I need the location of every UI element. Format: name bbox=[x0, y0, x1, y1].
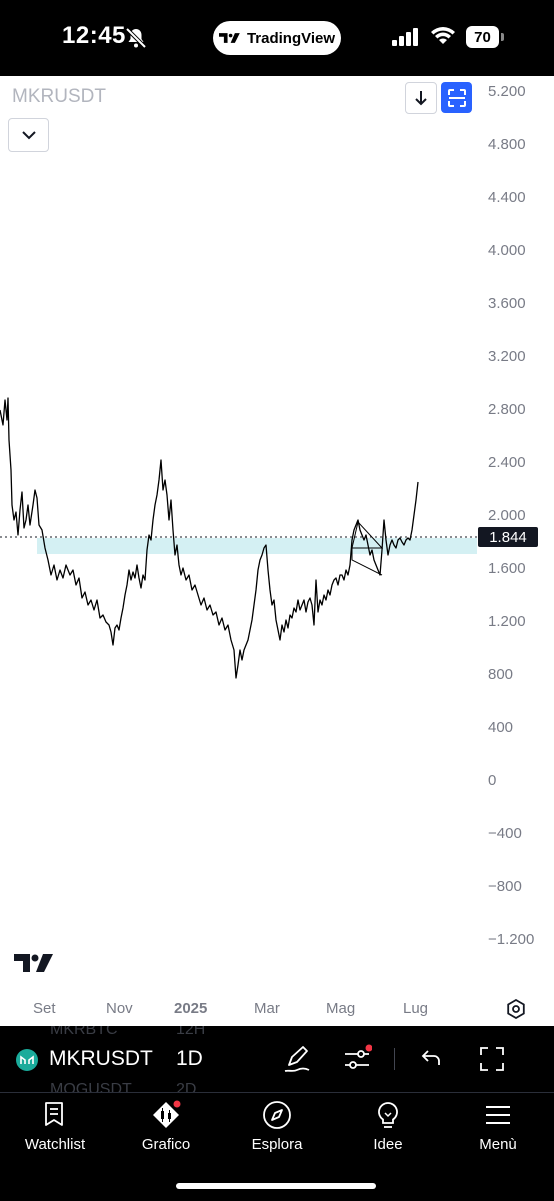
y-axis-label: 1.600 bbox=[488, 560, 526, 577]
y-axis-label: 2.000 bbox=[488, 507, 526, 524]
x-axis-label-year: 2025 bbox=[174, 1000, 208, 1017]
tab-watchlist[interactable]: Watchlist bbox=[5, 1100, 105, 1153]
lightbulb-icon bbox=[378, 1102, 398, 1128]
y-axis-label: 800 bbox=[488, 666, 514, 683]
wifi-icon bbox=[431, 27, 455, 44]
tradingview-watermark-icon bbox=[14, 954, 53, 972]
arrow-down-icon bbox=[415, 91, 427, 106]
y-axis-label: 3.200 bbox=[488, 348, 526, 365]
price-chart[interactable] bbox=[0, 76, 554, 1026]
battery-indicator: 70 bbox=[466, 26, 504, 48]
y-axis-label: 3.600 bbox=[488, 295, 526, 312]
y-axis-label: −400 bbox=[488, 825, 522, 842]
tab-ideas[interactable]: Idee bbox=[338, 1100, 438, 1153]
chevron-down-icon bbox=[21, 131, 36, 140]
menu-icon bbox=[486, 1106, 510, 1124]
chart-symbol-label[interactable]: MKRUSDT bbox=[12, 86, 106, 107]
toolbar-symbol-selector[interactable]: MKRUSDT bbox=[49, 1047, 153, 1070]
tradingview-pill-label: TradingView bbox=[246, 29, 336, 47]
x-axis-label: Mag bbox=[326, 1000, 356, 1017]
y-axis-label: 5.200 bbox=[488, 83, 526, 100]
battery-level: 70 bbox=[466, 26, 499, 48]
y-axis-label: 2.400 bbox=[488, 454, 526, 471]
drawing-pen-icon[interactable] bbox=[282, 1044, 312, 1074]
fullscreen-icon[interactable] bbox=[477, 1044, 507, 1074]
toolbar-divider bbox=[394, 1048, 395, 1070]
last-price-tag: 1.844 bbox=[478, 527, 538, 547]
tab-explore[interactable]: Esplora bbox=[227, 1100, 327, 1153]
y-axis-label: 4.400 bbox=[488, 189, 526, 206]
tab-label: Idee bbox=[373, 1136, 403, 1153]
tab-menu[interactable]: Menù bbox=[448, 1100, 548, 1153]
tab-label: Menù bbox=[479, 1136, 517, 1153]
tradingview-pill[interactable]: TradingView bbox=[213, 21, 341, 55]
y-axis-label: 400 bbox=[488, 719, 514, 736]
bottom-tab-bar bbox=[0, 1092, 554, 1201]
y-axis-label: −800 bbox=[488, 878, 522, 895]
tab-label: Grafico bbox=[141, 1136, 191, 1153]
tradingview-logo-icon bbox=[218, 33, 240, 43]
ghost-symbol-above: MKRBTC bbox=[50, 1026, 118, 1038]
status-time: 12:45 bbox=[62, 22, 126, 49]
y-axis-label: 4.000 bbox=[488, 242, 526, 259]
tab-label: Esplora bbox=[251, 1136, 303, 1153]
symbol-toolbar: MKRBTC 12H MOGUSDT 2D bbox=[0, 1026, 554, 1092]
support-zone bbox=[37, 538, 477, 554]
ghost-interval-below: 2D bbox=[176, 1081, 197, 1092]
maker-coin-icon bbox=[16, 1049, 38, 1071]
compass-icon bbox=[263, 1101, 291, 1129]
tab-label: Watchlist bbox=[24, 1136, 86, 1153]
x-axis-label: Set bbox=[33, 1000, 56, 1017]
y-axis-label: 0 bbox=[488, 772, 497, 789]
x-axis-label: Lug bbox=[403, 1000, 429, 1017]
toolbar-interval-selector[interactable]: 1D bbox=[176, 1047, 203, 1070]
triangle-drawing bbox=[351, 520, 384, 576]
x-axis-label: Nov bbox=[106, 1000, 133, 1017]
home-indicator[interactable] bbox=[176, 1183, 376, 1189]
y-axis-label: 2.800 bbox=[488, 401, 526, 418]
indicators-sliders-icon[interactable] bbox=[342, 1044, 372, 1074]
frame-corners-icon bbox=[447, 88, 466, 107]
y-axis-label: 4.800 bbox=[488, 136, 526, 153]
undo-icon[interactable] bbox=[416, 1044, 446, 1074]
collapse-toggle-button[interactable] bbox=[8, 118, 49, 152]
scroll-to-latest-button[interactable] bbox=[405, 82, 437, 114]
ghost-symbol-below: MOGUSDT bbox=[50, 1081, 132, 1092]
chart-settings-icon[interactable] bbox=[506, 999, 526, 1019]
price-line bbox=[0, 397, 419, 679]
tab-chart[interactable]: Grafico bbox=[116, 1100, 216, 1153]
y-axis-label: −1.200 bbox=[488, 931, 535, 948]
status-bar: 12:45 TradingView 70 bbox=[0, 0, 554, 76]
cellular-signal-icon bbox=[392, 28, 418, 46]
y-axis-label: 1.200 bbox=[488, 613, 526, 630]
fullscreen-select-button[interactable] bbox=[441, 82, 472, 113]
chart-icon bbox=[153, 1100, 181, 1128]
bell-muted-icon bbox=[125, 27, 147, 49]
ghost-interval-above: 12H bbox=[176, 1026, 206, 1038]
watchlist-icon bbox=[45, 1102, 63, 1126]
x-axis-label: Mar bbox=[254, 1000, 280, 1017]
